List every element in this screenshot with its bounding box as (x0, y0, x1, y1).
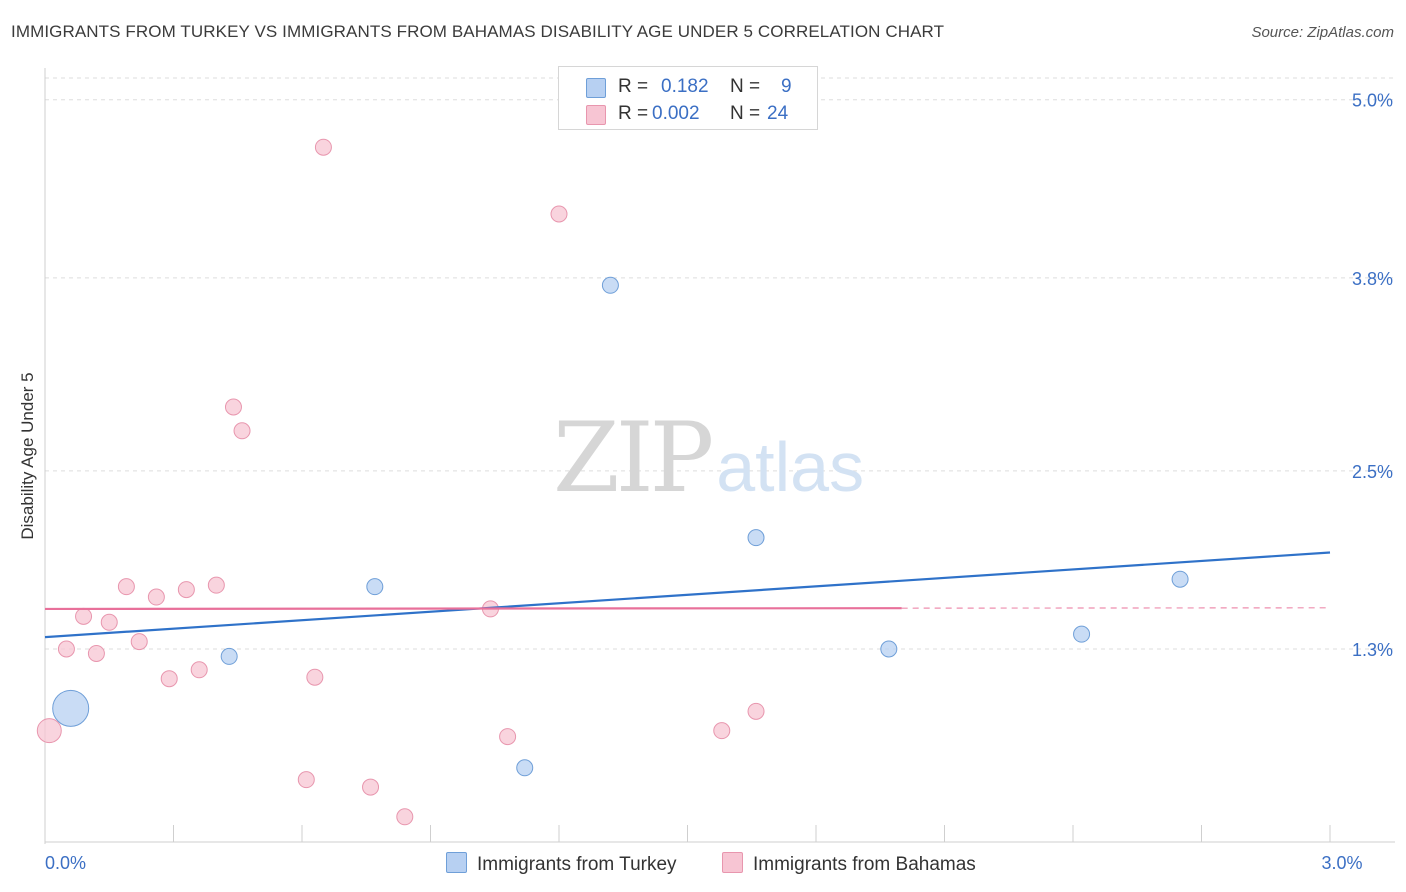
legend-r-value: 0.002 (652, 103, 700, 124)
point-bahamas (57, 640, 75, 658)
legend-row-turkey: R = 0.182 N = 9 (559, 75, 817, 101)
point-turkey (52, 689, 90, 727)
legend-r-label: R = (618, 76, 649, 97)
point-bahamas (117, 578, 135, 596)
x-tick-label: 3.0% (1321, 853, 1362, 873)
point-bahamas (177, 581, 195, 599)
bottom-legend-bahamas[interactable]: Immigrants from Bahamas (722, 852, 976, 876)
point-bahamas (306, 668, 324, 686)
point-turkey (516, 759, 534, 777)
point-turkey (220, 647, 238, 665)
watermark: ZIPatlas (553, 402, 864, 514)
point-bahamas (713, 722, 731, 740)
x-tick-label: 0.0% (45, 853, 86, 873)
point-turkey (1073, 625, 1091, 643)
point-bahamas (314, 138, 332, 156)
point-bahamas (190, 661, 208, 679)
bottom-legend-swatch-bahamas (722, 852, 743, 873)
legend-r-label: R = (618, 103, 649, 124)
watermark-zip: ZIP (553, 402, 714, 514)
point-turkey (1171, 570, 1189, 588)
point-bahamas (233, 422, 251, 440)
legend-row-bahamas: R = 0.002 N = 24 (559, 102, 817, 128)
point-turkey (601, 276, 619, 294)
bottom-legend-swatch-turkey (446, 852, 467, 873)
point-bahamas (36, 718, 62, 744)
point-bahamas (550, 205, 568, 223)
y-tick-label: 3.8% (1352, 269, 1393, 289)
y-tick-label: 1.3% (1352, 640, 1393, 660)
point-bahamas (224, 398, 242, 416)
point-bahamas (747, 702, 765, 720)
legend-n-value: 9 (781, 76, 792, 97)
point-turkey (880, 640, 898, 658)
point-bahamas (396, 808, 414, 826)
point-bahamas (130, 633, 148, 651)
point-bahamas (75, 607, 93, 625)
trend-line-bahamas (44, 607, 902, 611)
legend-swatch-bahamas (586, 105, 606, 125)
point-turkey (366, 578, 384, 596)
y-axis-label: Disability Age Under 5 (18, 372, 37, 539)
point-bahamas (147, 588, 165, 606)
legend-n-value: 24 (767, 103, 789, 124)
point-bahamas (297, 771, 315, 789)
bottom-legend-turkey[interactable]: Immigrants from Turkey (446, 852, 677, 876)
bottom-legend-label-turkey: Immigrants from Turkey (477, 854, 677, 875)
chart-title: IMMIGRANTS FROM TURKEY VS IMMIGRANTS FRO… (11, 22, 945, 41)
legend-r-value: 0.182 (661, 76, 709, 97)
watermark-atlas: atlas (716, 428, 865, 506)
legend-n-label: N = (730, 103, 761, 124)
point-bahamas (100, 613, 118, 631)
point-bahamas (160, 670, 178, 688)
legend-n-label: N = (730, 76, 761, 97)
point-bahamas (207, 576, 225, 594)
y-tick-label: 2.5% (1352, 462, 1393, 482)
point-bahamas (87, 644, 105, 662)
y-tick-label: 5.0% (1352, 91, 1393, 111)
source-label: Source: ZipAtlas.com (1251, 24, 1394, 41)
point-bahamas (499, 728, 517, 746)
point-turkey (747, 529, 765, 547)
legend-swatch-turkey (586, 78, 606, 98)
stats-legend: R = 0.182 N = 9 R = 0.002 N = 24 (558, 66, 818, 130)
trend-line-turkey (44, 551, 1331, 639)
point-bahamas (362, 778, 380, 796)
bottom-legend-label-bahamas: Immigrants from Bahamas (753, 854, 976, 875)
